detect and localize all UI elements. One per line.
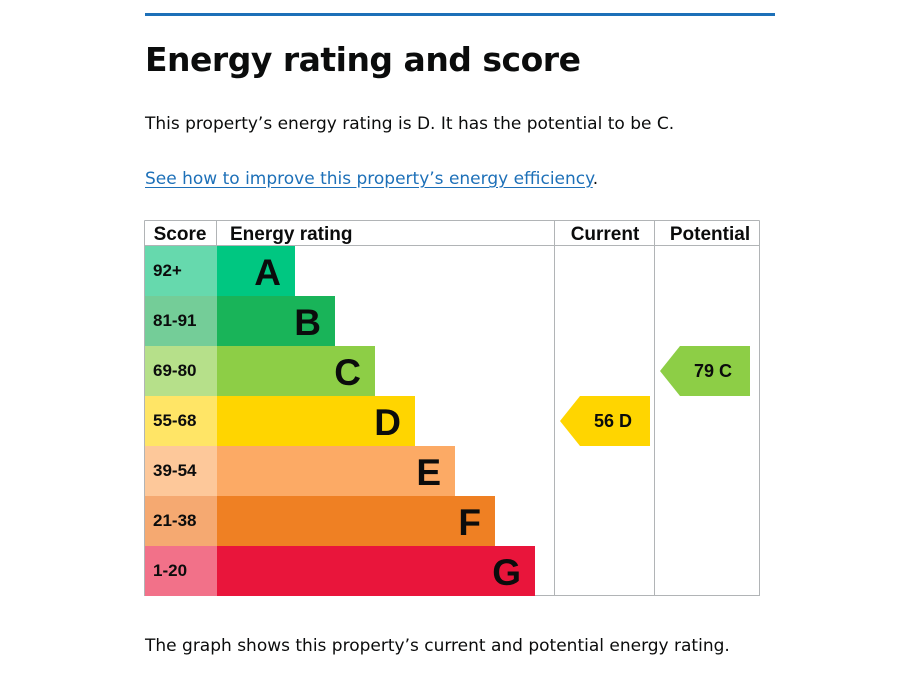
top-rule xyxy=(145,13,775,16)
band-letter-f: F xyxy=(458,502,481,543)
score-cell-d xyxy=(145,396,217,446)
band-bar-f xyxy=(217,496,495,546)
score-cell-a xyxy=(145,246,217,296)
chart-bands: 92+ A 81-91 B 69-80 C 55-68 D 39-54 E 21-38 F 1-20 G xyxy=(145,246,535,596)
band-letter-g: G xyxy=(492,552,521,593)
potential-rating-arrow xyxy=(660,346,750,396)
score-cell-e xyxy=(145,446,217,496)
current-rating-arrow xyxy=(560,396,650,446)
potential-rating-label: 79 C xyxy=(694,361,732,381)
page-title: Energy rating and score xyxy=(145,40,581,79)
score-cell-f xyxy=(145,496,217,546)
band-bar-c xyxy=(217,346,375,396)
link-suffix: . xyxy=(592,169,599,189)
rating-summary: This property’s energy rating is D. It h… xyxy=(145,114,675,134)
band-letter-b: B xyxy=(294,302,321,343)
chart-markers: 56 D 79 C xyxy=(560,346,750,446)
improve-link-line: See how to improve this property’s energ… xyxy=(145,169,598,189)
band-bar-d xyxy=(217,396,415,446)
score-label-g: 1-20 xyxy=(153,561,187,580)
band-bar-g xyxy=(217,546,535,596)
score-cell-c xyxy=(145,346,217,396)
score-cell-g xyxy=(145,546,217,596)
band-bar-b xyxy=(217,296,335,346)
band-letter-c: C xyxy=(334,352,361,393)
band-bar-e xyxy=(217,446,455,496)
header-potential: Potential xyxy=(670,224,750,245)
score-label-f: 21-38 xyxy=(153,511,196,530)
header-energy-rating: Energy rating xyxy=(230,224,352,245)
energy-rating-chart: Score Energy rating Current Potential 92+ A 8… xyxy=(144,220,760,596)
band-bar-a xyxy=(217,246,295,296)
score-label-b: 81-91 xyxy=(153,311,196,330)
current-rating-label: 56 D xyxy=(594,411,632,431)
band-letter-e: E xyxy=(416,452,441,493)
header-current: Current xyxy=(571,224,640,245)
chart-caption: The graph shows this property’s current … xyxy=(145,636,730,656)
score-cell-b xyxy=(145,296,217,346)
band-letter-a: A xyxy=(254,252,281,293)
score-label-c: 69-80 xyxy=(153,361,196,380)
chart-headers: Score Energy rating Current Potential xyxy=(154,224,751,245)
score-label-e: 39-54 xyxy=(153,461,197,480)
header-score: Score xyxy=(154,224,207,245)
improve-efficiency-link[interactable]: See how to improve this property’s energ… xyxy=(145,169,593,189)
score-label-a: 92+ xyxy=(153,261,182,280)
band-letter-d: D xyxy=(374,402,401,443)
score-label-d: 55-68 xyxy=(153,411,196,430)
